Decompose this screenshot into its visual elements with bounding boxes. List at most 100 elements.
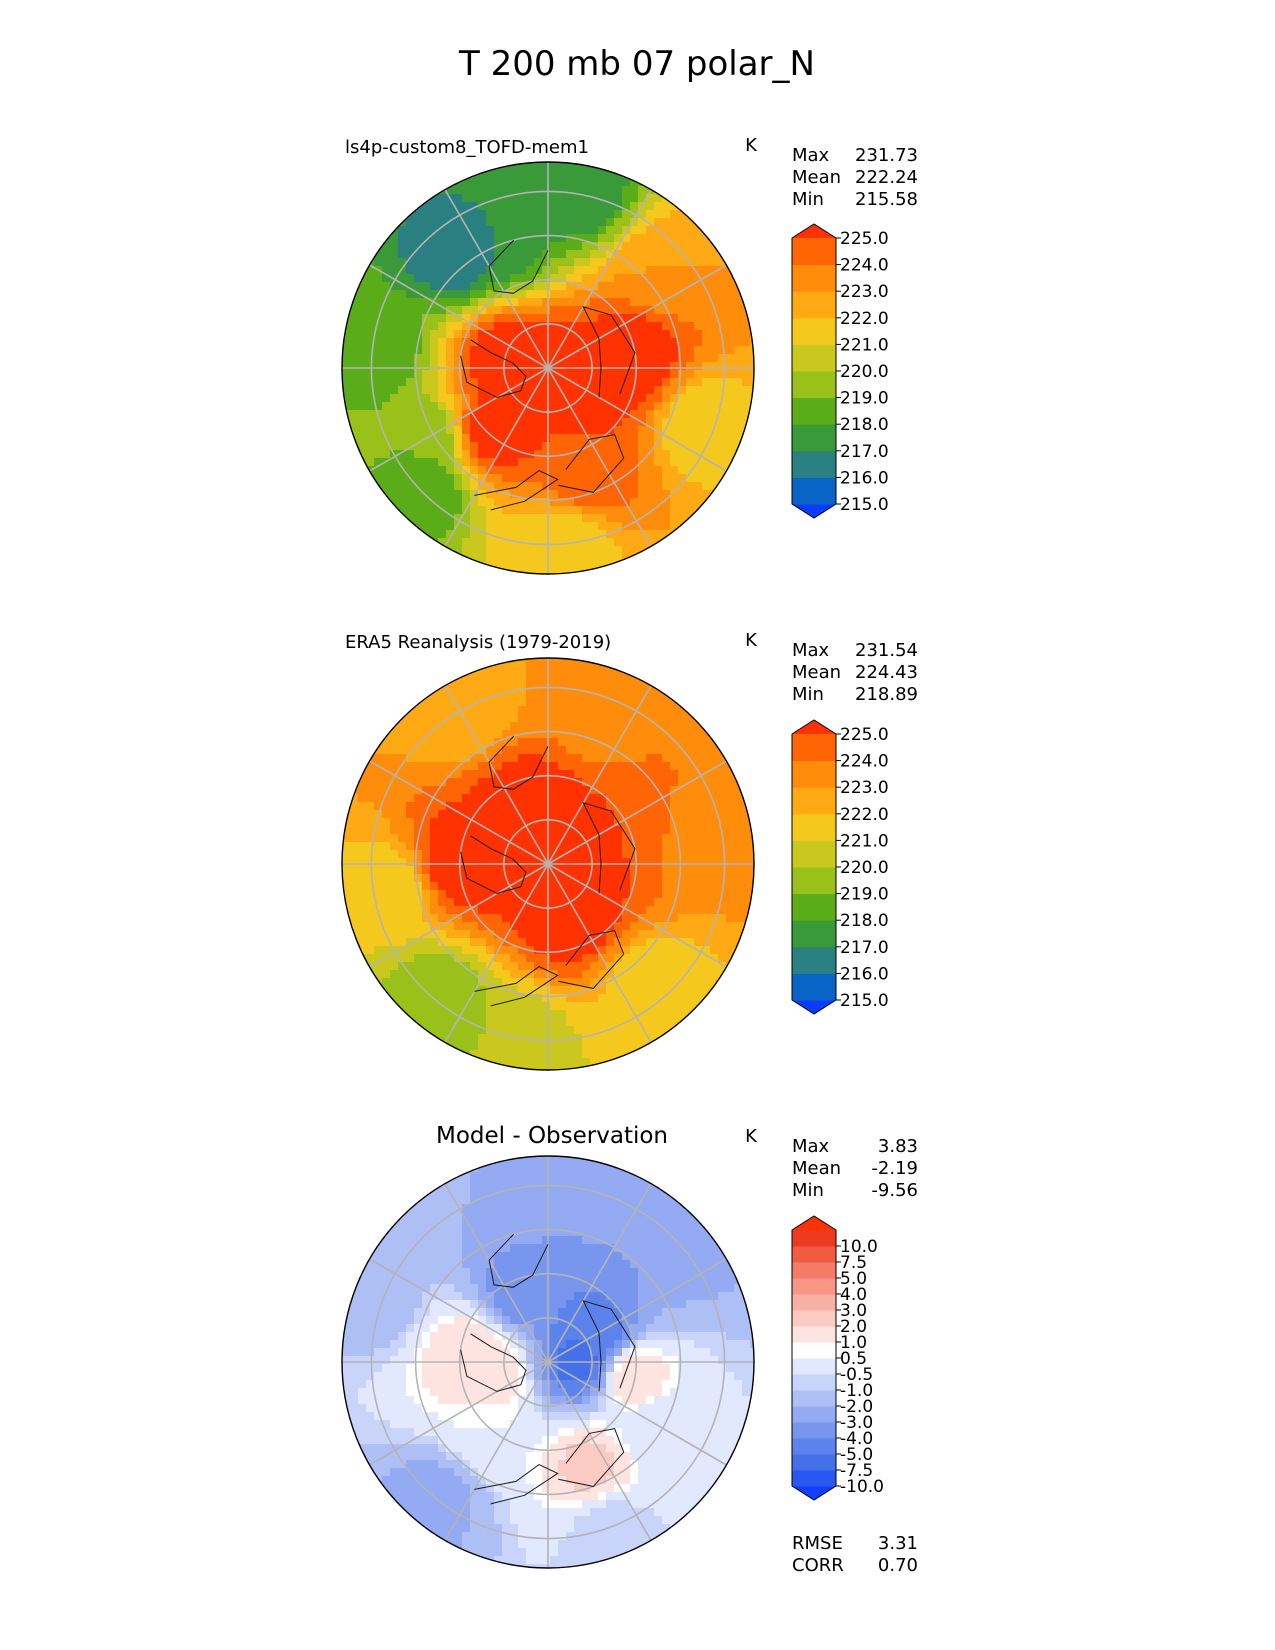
contour-cell [710,746,719,755]
contour-cell [598,466,607,475]
contour-cell [534,394,543,403]
contour-cell [654,394,663,403]
contour-cell [366,218,375,227]
contour-cell [630,530,639,539]
contour-cell [646,498,655,507]
contour-cell [742,250,751,259]
contour-cell [366,330,375,339]
contour-cell [486,746,495,755]
contour-cell [526,514,535,523]
contour-cell [398,450,407,459]
contour-cell [630,722,639,731]
contour-cell [614,370,623,379]
contour-cell [486,818,495,827]
contour-cell [726,674,735,683]
contour-cell [494,170,503,179]
contour-cell [598,938,607,947]
contour-cell [566,946,575,955]
contour-cell [518,906,527,915]
contour-cell [702,978,711,987]
contour-cell [710,570,719,574]
contour-cell [662,818,671,827]
contour-cell [406,266,415,275]
contour-cell [342,290,351,299]
contour-cell [398,738,407,747]
contour-cell [430,490,439,499]
contour-cell [550,186,559,195]
contour-cell [654,890,663,899]
contour-cell [734,970,743,979]
contour-cell [542,234,551,243]
contour-cell [542,546,551,555]
contour-cell [526,930,535,939]
contour-cell [614,330,623,339]
contour-cell [430,954,439,963]
contour-cell [366,946,375,955]
meridian-line [547,367,652,547]
contour-cell [742,274,751,283]
contour-cell [750,810,754,819]
contour-cell [406,738,415,747]
contour-cell [566,730,575,739]
contour-cell [750,978,754,987]
contour-cell [414,242,423,251]
contour-cell [494,378,503,387]
contour-cell [382,738,391,747]
contour-cell [358,698,367,707]
contour-cell [558,754,567,763]
contour-cell [350,970,359,979]
contour-cell [734,882,743,891]
contour-cell [638,874,647,883]
contour-cell [566,762,575,771]
contour-cell [430,706,439,715]
contour-cell [598,970,607,979]
contour-cell [342,394,351,403]
contour-cell [606,418,615,427]
contour-cell [446,258,455,267]
contour-cell [398,834,407,843]
contour-cell [686,978,695,987]
contour-cell [430,818,439,827]
contour-cell [438,498,447,507]
contour-cell [654,530,663,539]
contour-cell [630,498,639,507]
colorbar-extend-min [792,504,836,518]
contour-cell [630,834,639,843]
contour-cell [398,530,407,539]
contour-cell [390,354,399,363]
contour-cell [438,714,447,723]
contour-cell [510,554,519,563]
contour-cell [662,850,671,859]
contour-cell [502,930,511,939]
contour-cell [550,858,559,867]
contour-cell [670,730,679,739]
contour-cell [606,570,615,574]
contour-cell [558,770,567,779]
contour-cell [510,706,519,715]
contour-cell [366,522,375,531]
contour-cell [622,954,631,963]
contour-cell [726,570,735,574]
meridian-line [369,264,549,369]
contour-cell [494,202,503,211]
contour-cell [374,946,383,955]
contour-cell [430,402,439,411]
contour-cell [702,546,711,555]
contour-cell [734,482,743,491]
contour-cell [486,170,495,179]
contour-cell [470,274,479,283]
contour-cell [742,234,751,243]
contour-cell [638,450,647,459]
contour-cell [622,690,631,699]
contour-cell [686,202,695,211]
contour-cell [358,730,367,739]
contour-cell [534,930,543,939]
contour-cell [454,362,463,371]
contour-cell [518,282,527,291]
contour-cell [358,210,367,219]
contour-cell [662,906,671,915]
contour-cell [574,658,583,667]
contour-cell [662,338,671,347]
contour-cell [454,162,463,171]
contour-cell [694,546,703,555]
